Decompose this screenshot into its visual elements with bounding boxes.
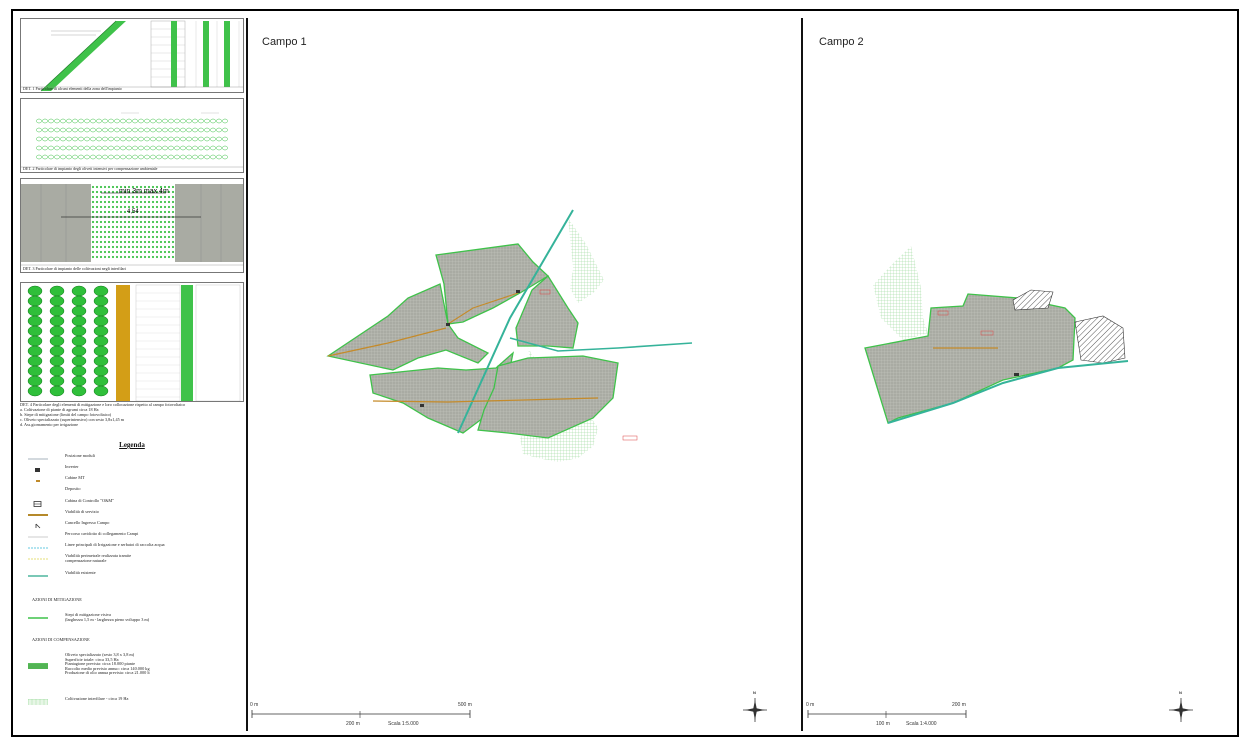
detail-4-caption: DET. 4 Particolare degli elementi di mit… [20,402,186,407]
legend-label: Cancello Ingresso Campo [65,520,110,525]
legend-label: Linee principali di Irrigazione e serbat… [65,542,165,547]
detail-2-caption: DET. 2 Particolare di impianto degli oli… [23,166,158,171]
legend-item: Viabilità di servizio [20,509,244,520]
legend-item: Cabine MT [20,475,244,486]
legend-label: Oliveto specializzato (sesto 3,8 x 3,8 m… [65,652,150,676]
legend-item: Cancello Ingresso Campo [20,520,244,531]
service-road [447,292,519,325]
scale-tick-label: 0 m [250,702,259,708]
pv-field-main [864,293,1076,424]
scale-tick-label: 0 m [806,702,815,708]
campo-2-map [864,246,1129,424]
control-cabin-symbol [33,501,42,507]
campo-1-north-label: N [753,690,756,695]
legend-label: Coltivazione interfilare - circa 19 Ha [65,696,129,701]
detail-2: DET. 2 Particolare di impianto degli oli… [20,98,244,173]
legend-item: Oliveto specializzato (sesto 3,8 x 3,8 m… [20,652,244,681]
existing-road [887,360,1129,424]
scale-tick-label: 500 m [458,702,472,708]
legend-item: Percorso cavidotto di collegamento Campi [20,531,244,542]
interrow-crop-symbol [28,699,48,705]
campo-2-scale-label: Scala 1:4.000 [906,721,937,727]
detail-3-dimension: min 3m max 4m [119,188,169,195]
panel-divider [246,18,248,731]
mitigation-heading: AZIONI DI MITIGAZIONE [32,597,82,602]
campo-2-north-arrow-icon [1169,698,1193,722]
campo-2-title: Campo 2 [819,36,864,48]
detail-4-note: d. Ass.giornamento per irrigazione [20,422,79,427]
detail-4-note: c. Oliveto specializzato (superintensivo… [20,417,124,422]
panel-divider [801,18,803,731]
campo-2-north-label: N [1179,690,1182,695]
detail-1-caption: DET. 1 Particolare di alcuni elementi de… [23,86,122,91]
legend-label: Posizione moduli [65,453,95,458]
pv-block-northeast [515,275,579,349]
detail-4-note: b. Siepe di mitigazione (limiti del camp… [20,412,112,417]
service-road [327,327,447,357]
detail-3-caption: DET. 3 Particolare di impianto delle col… [23,266,126,271]
inverter-symbol [35,468,40,472]
campo-1-title: Campo 1 [262,36,307,48]
irrigation-line-symbol [28,547,48,549]
cable-route-symbol [28,536,48,538]
restricted-area [1074,315,1126,364]
legend-label: Viabilità perimetrale realizzata tramite… [65,553,132,563]
mt-cabin-symbol [36,480,40,482]
gate-symbol [35,523,41,529]
campo-1-map [326,209,693,462]
legend-label: Cabina di Controllo "O&M" [65,498,114,503]
campo-1-north-arrow-icon [743,698,767,722]
restricted-area [1012,289,1054,311]
compensation-heading: AZIONI DI COMPENSAZIONE [32,637,90,642]
legend-item: Deposito [20,486,244,497]
perimeter-road-symbol [28,558,48,560]
legend-item: Linee principali di Irrigazione e serbat… [20,542,244,553]
legend-item: Inverter [20,464,244,475]
pv-block-north [435,243,550,325]
service-road-symbol [28,514,48,516]
campo-2-scale-bar: 0 m 100 m 200 m Scala 1:4.000 [806,702,976,732]
legend-label: Viabilità esistente [65,570,96,575]
interrow-crop-area [568,218,604,303]
pv-block-west [326,283,490,371]
detail-4-notes: DET. 4 Particolare degli elementi di mit… [20,402,244,427]
detail-1: DET. 1 Particolare di alcuni elementi de… [20,18,244,93]
existing-road [509,337,693,352]
existing-road-symbol [28,575,48,577]
campo-1-scale-bar: 0 m 200 m 500 m Scala 1:5.000 [250,702,480,732]
legend-item: Coltivazione interfilare - circa 19 Ha [20,696,244,707]
legend-label: Siepi di mitigazione visiva (larghezza 1… [65,612,150,622]
legend-title: Legenda [119,441,145,449]
legend-item: Siepi di mitigazione visiva (larghezza 1… [20,612,244,627]
scale-tick-label: 100 m [876,721,890,727]
legend-item: Cabina di Controllo "O&M" [20,498,244,509]
scale-tick-label: 200 m [346,721,360,727]
module-position-symbol [28,458,48,460]
pv-block-southeast [477,355,619,439]
legend: Legenda Posizione moduli Inverter Cabine… [20,441,244,731]
legend-label: Deposito [65,486,81,491]
interrow-crop-area [873,246,928,340]
legend-label: Cabine MT [65,475,85,480]
scale-tick-label: 200 m [952,702,966,708]
legend-item: Viabilità perimetrale realizzata tramite… [20,553,244,568]
detail-4-note: a. Coltivazione di piante di agrumi circ… [20,407,99,412]
service-road [372,397,599,403]
existing-road [457,209,574,434]
legend-label: Inverter [65,464,79,469]
legend-item: Viabilità esistente [20,570,244,581]
legend-item: Posizione moduli [20,453,244,464]
olive-grove-symbol [28,663,48,669]
legend-sidebar: DET. 1 Particolare di alcuni elementi de… [20,18,245,731]
hedge-symbol [28,617,48,619]
legend-label: Percorso cavidotto di collegamento Campi [65,531,139,536]
detail-4 [20,282,244,402]
detail-3: min 3m max 4m 4,54 DET. 3 Particolare di… [20,178,244,273]
campo-1-scale-label: Scala 1:5.000 [388,721,419,727]
legend-label: Viabilità di servizio [65,509,99,514]
detail-3-width: 4,54 [127,209,139,215]
